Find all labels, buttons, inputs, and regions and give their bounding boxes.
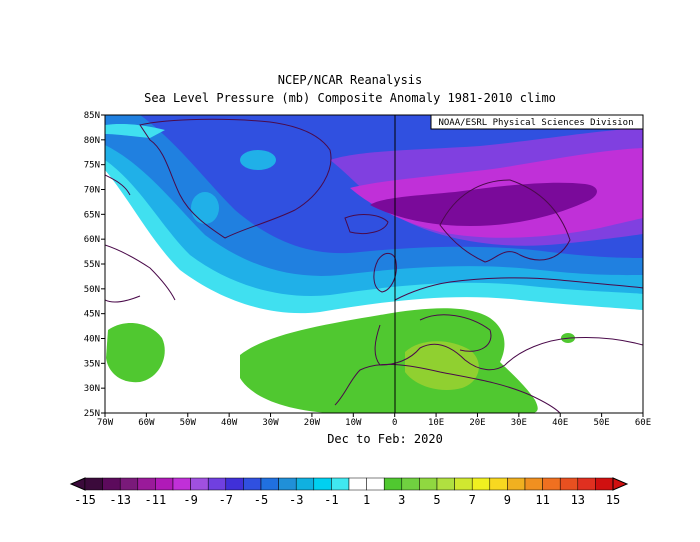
lat-tick-label: 50N bbox=[84, 285, 100, 295]
lon-tick-label: 70W bbox=[97, 418, 114, 428]
colorbar-swatch bbox=[524, 477, 543, 491]
lat-tick-label: 40N bbox=[84, 335, 100, 345]
colorbar-swatch bbox=[419, 477, 438, 491]
coast-uk bbox=[373, 253, 397, 293]
lon-tick-label: 10E bbox=[428, 418, 444, 428]
colorbar-swatch bbox=[507, 477, 526, 491]
colorbar-swatch bbox=[348, 477, 367, 491]
lon-tick-label: 20E bbox=[469, 418, 485, 428]
colorbar-swatch bbox=[137, 477, 156, 491]
colorbar-label: -11 bbox=[145, 493, 167, 507]
lat-tick-label: 30N bbox=[84, 384, 100, 394]
colorbar-swatch bbox=[559, 477, 579, 491]
credit-text: NOAA/ESRL Physical Sciences Division bbox=[438, 118, 633, 128]
colorbar-swatch bbox=[331, 477, 350, 491]
coast-africa bbox=[334, 363, 561, 413]
lon-tick-label: 40W bbox=[221, 418, 238, 428]
field-lb2 bbox=[191, 192, 219, 224]
lon-tick-label: 30W bbox=[262, 418, 279, 428]
latitude-ticks: 85N 80N 75N 70N 65N 60N 55N 50N 45N 40N 35N 30N 25N bbox=[84, 111, 105, 419]
colorbar-swatch bbox=[366, 477, 385, 491]
colorbar-swatch bbox=[489, 477, 508, 491]
title-line-2: Sea Level Pressure (mb) Composite Anomal… bbox=[144, 91, 556, 105]
colorbar-label: 5 bbox=[433, 493, 440, 507]
colorbar: -15 -13 -11 -9 -7 -5 -3 -1 1 3 5 7 9 11 13 15 bbox=[69, 477, 629, 507]
colorbar-label: 15 bbox=[606, 493, 620, 507]
colorbar-swatch bbox=[295, 477, 315, 491]
coast-scand bbox=[439, 179, 571, 263]
colorbar-swatch bbox=[383, 477, 403, 491]
colorbar-swatch bbox=[155, 477, 174, 491]
field-green1 bbox=[106, 323, 165, 383]
colorbar-label: 9 bbox=[504, 493, 511, 507]
lat-tick-label: 70N bbox=[84, 186, 100, 196]
lat-tick-label: 60N bbox=[84, 235, 100, 245]
lat-tick-label: 85N bbox=[84, 111, 100, 121]
colorbar-swatch bbox=[119, 477, 139, 491]
colorbar-swatch bbox=[454, 477, 473, 491]
colorbar-label: -15 bbox=[74, 493, 96, 507]
colorbar-label: -7 bbox=[219, 493, 233, 507]
colorbar-swatch bbox=[84, 477, 103, 491]
colorbar-swatch bbox=[278, 477, 297, 491]
lon-tick-label: 50W bbox=[180, 418, 197, 428]
colorbar-swatch bbox=[471, 477, 491, 491]
colorbar-swatch bbox=[542, 477, 561, 491]
coast-canada bbox=[105, 174, 176, 303]
colorbar-label: -1 bbox=[324, 493, 338, 507]
colorbar-swatch bbox=[436, 477, 455, 491]
lat-tick-label: 55N bbox=[84, 260, 100, 270]
lon-tick-label: 0 bbox=[392, 418, 397, 428]
field-dpurple bbox=[370, 182, 597, 226]
coast-med bbox=[419, 314, 492, 352]
colorbar-label: 11 bbox=[535, 493, 549, 507]
colorbar-swatch bbox=[207, 477, 227, 491]
longitude-ticks: 70W 60W 50W 40W 30W 20W 10W 0 10E 20E 30E 40E 50E 60E bbox=[97, 413, 651, 428]
lon-tick-label: 40E bbox=[552, 418, 568, 428]
lon-tick-label: 50E bbox=[593, 418, 609, 428]
colorbar-swatch bbox=[225, 477, 244, 491]
colorbar-swatch bbox=[190, 477, 209, 491]
colorbar-label: 3 bbox=[398, 493, 405, 507]
anomaly-field bbox=[105, 115, 643, 413]
colorbar-swatch bbox=[577, 477, 596, 491]
colorbar-left-arrow bbox=[69, 477, 86, 491]
period-label: Dec to Feb: 2020 bbox=[327, 432, 443, 446]
credit-box bbox=[430, 114, 644, 130]
colorbar-swatch bbox=[172, 477, 191, 491]
lat-tick-label: 75N bbox=[84, 161, 100, 171]
field-cyan2 bbox=[105, 123, 165, 138]
colorbar-label: -9 bbox=[183, 493, 197, 507]
colorbar-swatch bbox=[260, 477, 279, 491]
coastlines bbox=[105, 118, 643, 413]
lat-tick-label: 45N bbox=[84, 310, 100, 320]
colorbar-swatch bbox=[243, 477, 262, 491]
lat-tick-label: 65N bbox=[84, 210, 100, 220]
lon-tick-label: 30E bbox=[511, 418, 527, 428]
colorbar-label: -3 bbox=[289, 493, 303, 507]
colorbar-label: 7 bbox=[469, 493, 476, 507]
colorbar-swatch bbox=[313, 477, 332, 491]
coast-greenland bbox=[139, 118, 332, 239]
field-yg bbox=[405, 341, 479, 391]
lon-tick-label: 20W bbox=[304, 418, 321, 428]
colorbar-swatch bbox=[102, 477, 121, 491]
lat-tick-label: 35N bbox=[84, 359, 100, 369]
colorbar-swatch bbox=[595, 477, 614, 491]
lat-tick-label: 25N bbox=[84, 409, 100, 419]
colorbar-label: 13 bbox=[571, 493, 585, 507]
title-line-1: NCEP/NCAR Reanalysis bbox=[277, 73, 423, 87]
field-lb1 bbox=[240, 150, 276, 170]
lon-tick-label: 10W bbox=[345, 418, 362, 428]
lon-tick-label: 60E bbox=[635, 418, 651, 428]
colorbar-swatch bbox=[401, 477, 420, 491]
coast-iceland bbox=[344, 214, 389, 235]
colorbar-label: -13 bbox=[109, 493, 131, 507]
colorbar-right-arrow bbox=[612, 477, 629, 491]
lon-tick-label: 60W bbox=[138, 418, 155, 428]
colorbar-label: -5 bbox=[254, 493, 268, 507]
lat-tick-label: 80N bbox=[84, 136, 100, 146]
colorbar-label: 1 bbox=[363, 493, 370, 507]
